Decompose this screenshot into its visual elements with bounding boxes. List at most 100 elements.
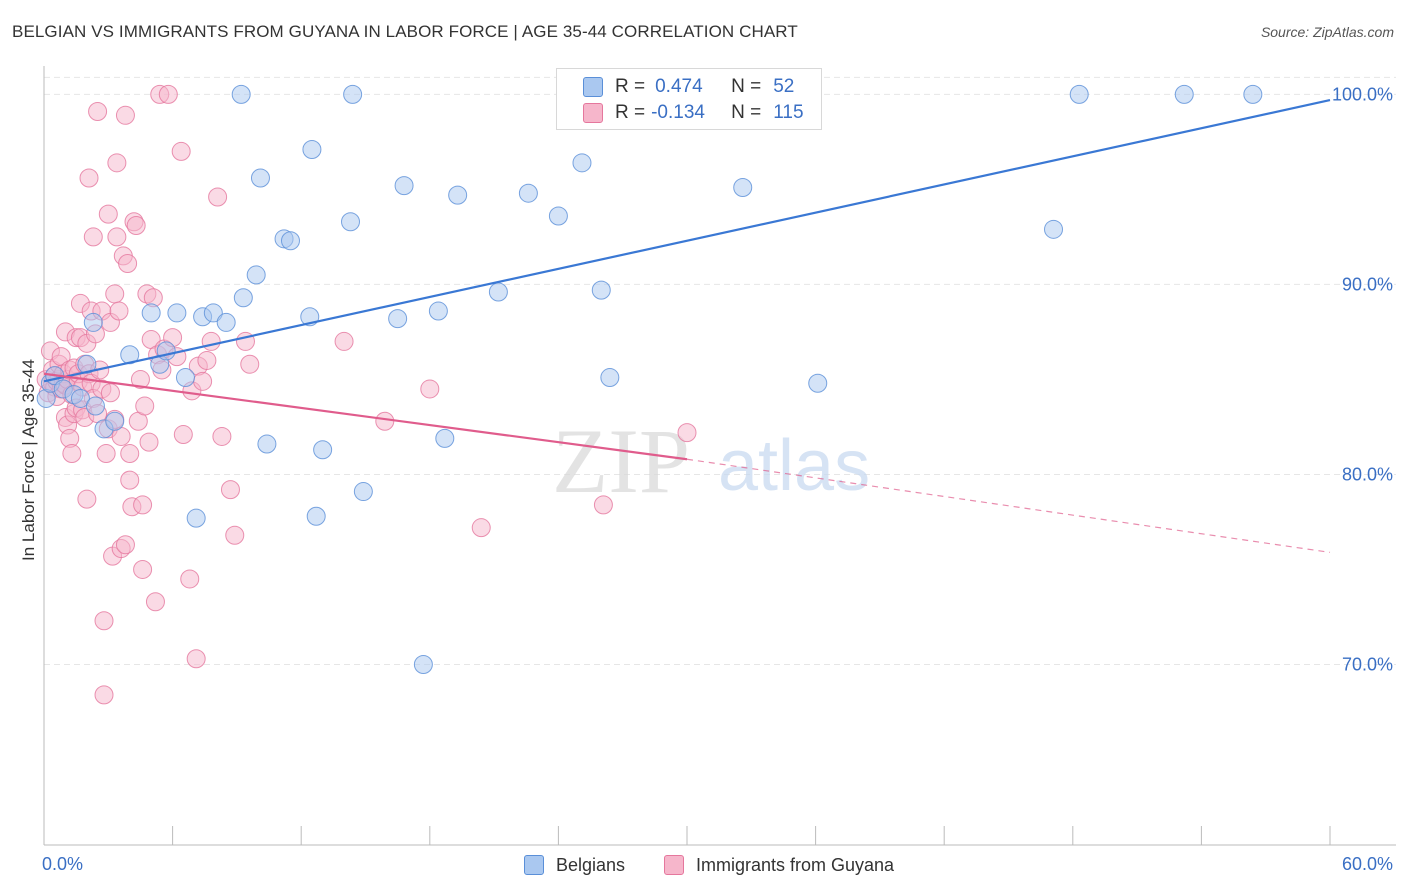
data-point [246, 265, 266, 285]
data-point [94, 611, 114, 631]
legend-label-belgians: Belgians [556, 854, 626, 875]
data-point [77, 354, 97, 374]
data-point [343, 84, 363, 104]
belgians-legend-swatch [524, 855, 544, 875]
data-point [83, 227, 103, 247]
data-point [98, 204, 118, 224]
data-point [225, 525, 245, 545]
trend-line-guyana [43, 372, 688, 461]
data-point [250, 168, 270, 188]
guyana-legend-swatch [664, 855, 684, 875]
data-point [1044, 219, 1064, 239]
data-point [175, 368, 195, 388]
data-point [1069, 84, 1089, 104]
data-point [109, 301, 129, 321]
watermark-zip: ZIP [552, 410, 690, 512]
data-point [126, 216, 146, 236]
data-point [85, 396, 105, 416]
data-point [197, 350, 217, 370]
data-point [471, 518, 491, 538]
data-point [193, 371, 213, 391]
data-point [388, 309, 408, 329]
data-point [1243, 84, 1263, 104]
data-point [340, 212, 360, 232]
data-point [808, 373, 828, 393]
data-point [208, 187, 228, 207]
data-point [100, 383, 120, 403]
data-point [130, 369, 150, 389]
data-point [139, 432, 159, 452]
data-point [133, 559, 153, 579]
watermark-atlas: atlas [718, 426, 870, 506]
r-label: R = [615, 102, 646, 123]
data-point [83, 312, 103, 332]
data-point [94, 685, 114, 705]
belgians-swatch [583, 77, 603, 97]
data-point [105, 411, 125, 431]
data-point [77, 489, 97, 509]
data-point [120, 470, 140, 490]
n-value: 52 [773, 76, 795, 97]
data-point [677, 423, 697, 443]
y-tick-label: 70.0% [1342, 654, 1393, 674]
data-point [158, 84, 178, 104]
x-tick-label: 60.0% [1342, 854, 1393, 874]
data-point [88, 102, 108, 122]
n-label: N = [731, 102, 762, 123]
data-point [394, 176, 414, 196]
legend-label-guyana: Immigrants from Guyana [696, 854, 895, 875]
series-guyana-points [36, 84, 697, 705]
data-point [306, 506, 326, 526]
data-point [156, 341, 176, 361]
data-point [518, 183, 538, 203]
data-point [600, 368, 620, 388]
n-value: 115 [773, 102, 804, 123]
data-point [435, 428, 455, 448]
data-point [302, 140, 322, 160]
data-point [280, 231, 300, 251]
data-point [220, 480, 240, 500]
tick-labels: 70.0% 80.0% 90.0% 100.0% 0.0% 60.0% [42, 84, 1393, 874]
data-point [375, 411, 395, 431]
data-point [733, 178, 753, 198]
stats-row-guyana: R = -0.134 N = 115 [583, 100, 804, 126]
legend-item-belgians[interactable]: Belgians [524, 852, 625, 878]
data-point [428, 301, 448, 321]
data-point [353, 482, 373, 502]
data-point [313, 440, 333, 460]
data-point [171, 141, 191, 161]
chart-title: BELGIAN VS IMMIGRANTS FROM GUYANA IN LAB… [12, 22, 798, 41]
y-tick-label: 80.0% [1342, 464, 1393, 484]
data-point [62, 444, 82, 464]
y-tick-label: 90.0% [1342, 274, 1393, 294]
data-point [180, 569, 200, 589]
axes [43, 66, 1396, 846]
legend-item-guyana[interactable]: Immigrants from Guyana [664, 852, 894, 878]
data-point [212, 426, 232, 446]
guyana-swatch [583, 103, 603, 123]
data-point [118, 254, 138, 274]
data-point [173, 425, 193, 445]
data-point [420, 379, 440, 399]
series-legend: Belgians Immigrants from Guyana [0, 852, 1406, 878]
data-point [107, 227, 127, 247]
n-label: N = [731, 76, 762, 97]
data-point [115, 105, 135, 125]
data-point [186, 508, 206, 528]
data-point [107, 153, 127, 173]
watermark: ZIP atlas [552, 410, 870, 512]
source-credit: Source: ZipAtlas.com [1260, 24, 1394, 40]
data-point [105, 284, 125, 304]
data-point [240, 354, 260, 374]
data-point [133, 495, 153, 515]
y-tick-label: 100.0% [1332, 84, 1393, 104]
data-point [135, 396, 155, 416]
series-belgians-points [36, 84, 1263, 674]
data-point [79, 168, 99, 188]
data-point [145, 592, 165, 612]
r-value: 0.474 [655, 76, 703, 97]
data-point [186, 649, 206, 669]
data-point [231, 84, 251, 104]
x-tick-label: 0.0% [42, 854, 83, 874]
